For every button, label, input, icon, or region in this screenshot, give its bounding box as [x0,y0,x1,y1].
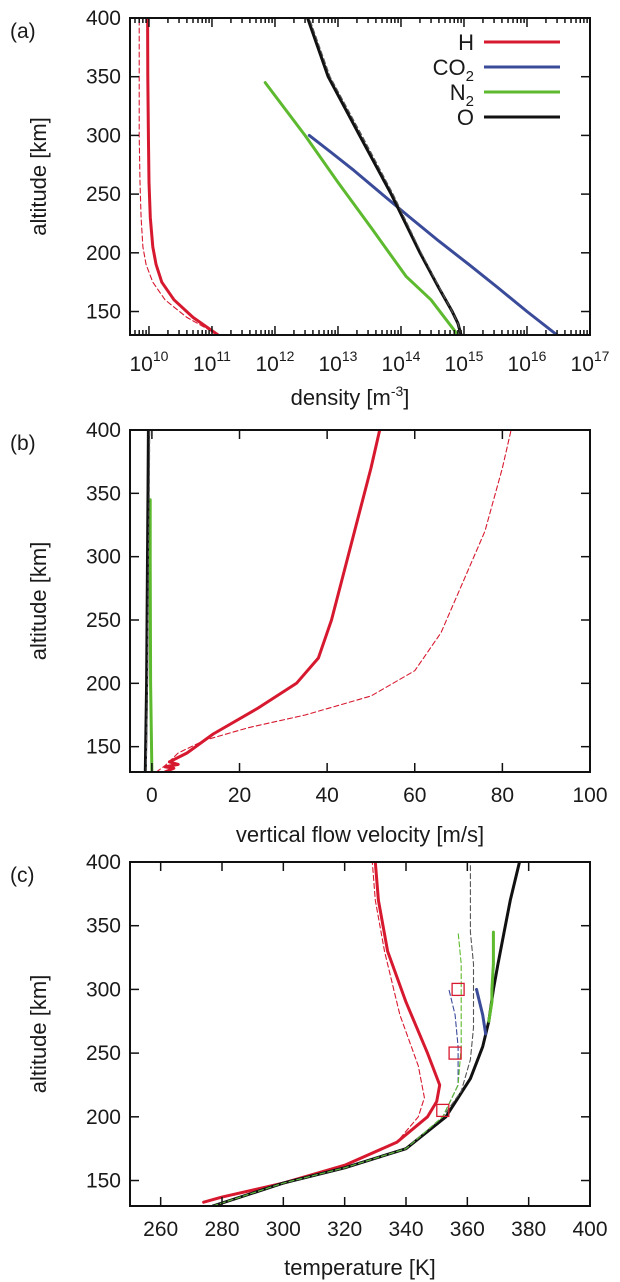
series-line-4 [145,430,151,772]
y-tick-label: 150 [86,736,121,759]
x-tick-label: 100 [572,784,607,807]
x-tick-label: 60 [403,784,426,807]
x-tick-label: 1017 [571,348,610,376]
x-tick-label: 1012 [256,348,295,376]
legend-label: CO2 [433,55,474,85]
data-marker [448,1046,462,1060]
data-marker [436,1103,450,1118]
y-tick-label: 350 [86,482,121,505]
axes-frame [129,861,591,1207]
x-axis-label: density [m-3] [291,383,410,410]
x-tick-label: 1010 [129,348,168,376]
x-axis-label: vertical flow velocity [m/s] [236,822,484,847]
series-line-0 [163,430,382,772]
x-tick-label: 380 [511,1218,546,1241]
y-tick-label: 350 [86,66,121,89]
legend-label: H [458,30,474,55]
y-tick-label: 250 [86,1042,121,1065]
axes-frame [129,429,591,773]
x-tick-label: 400 [572,1218,607,1241]
panel-label: (c) [10,864,35,887]
panel-b: 150 200 250 300 350 400 0 20 40 60 80 100 (b) altitud… [10,419,608,847]
axes-frame [129,17,591,336]
y-axis-label: altitude [km] [26,975,51,1094]
x-axis-label: temperature [K] [284,1255,436,1280]
series-line-1 [155,430,512,772]
series-line-4 [475,987,488,1036]
x-tick-label: 360 [450,1218,485,1241]
y-tick-label: 250 [86,609,121,632]
y-tick-label: 150 [86,1170,121,1193]
panel-label: (a) [10,20,36,43]
y-axis-label: altitude [km] [26,117,51,236]
series-line-1 [138,18,219,335]
series-line-1 [203,862,425,1203]
series-line-3 [212,862,475,1206]
series-line-0 [202,862,442,1204]
x-tick-label: 1015 [445,348,484,376]
x-tick-label: 300 [266,1218,301,1241]
x-tick-label: 40 [315,784,338,807]
y-tick-label: 300 [86,124,121,147]
y-tick-label: 250 [86,183,121,206]
x-tick-label: 0 [146,784,158,807]
plot-area [143,430,512,772]
y-axis-label: altitude [km] [26,542,51,661]
series-line-5 [212,988,459,1206]
y-tick-label: 300 [86,546,121,569]
series-line-0 [146,18,220,335]
y-tick-label: 400 [86,419,121,442]
y-tick-label: 300 [86,978,121,1001]
y-tick-label: 200 [86,242,121,265]
series-line-2 [307,133,559,335]
x-tick-label: 80 [491,784,514,807]
x-tick-label: 1016 [508,348,547,376]
x-tick-label: 1011 [193,348,231,376]
y-tick-label: 400 [86,851,121,874]
y-tick-label: 350 [86,915,121,938]
legend-label: N2 [450,80,474,110]
panel-c: 150 200 250 300 350 400 260 280 300 320 340 360 380 4… [10,851,608,1280]
plot-area [202,862,521,1206]
x-tick-label: 1014 [382,348,421,376]
plot-area [138,18,559,335]
panel-label: (b) [10,432,36,455]
series-line-5 [308,18,462,335]
series-line-2 [148,498,154,772]
y-tick-label: 200 [86,1106,121,1129]
series-line-3 [263,81,460,335]
x-tick-label: 340 [388,1218,423,1241]
x-tick-label: 20 [228,784,251,807]
series-line-7 [212,931,462,1206]
y-tick-label: 200 [86,672,121,695]
data-marker [451,982,465,997]
panel-a: 150 200 250 300 350 400 1010 1011 1012 1013 1014 10… [10,7,610,410]
y-tick-label: 150 [86,301,121,324]
x-tick-label: 260 [143,1218,178,1241]
series-line-3 [143,430,150,772]
series-line-6 [487,930,495,1023]
y-tick-label: 400 [86,7,121,30]
x-tick-label: 320 [327,1218,362,1241]
x-tick-label: 1013 [319,348,358,376]
legend-label: O [457,105,474,130]
x-tick-label: 280 [204,1218,239,1241]
